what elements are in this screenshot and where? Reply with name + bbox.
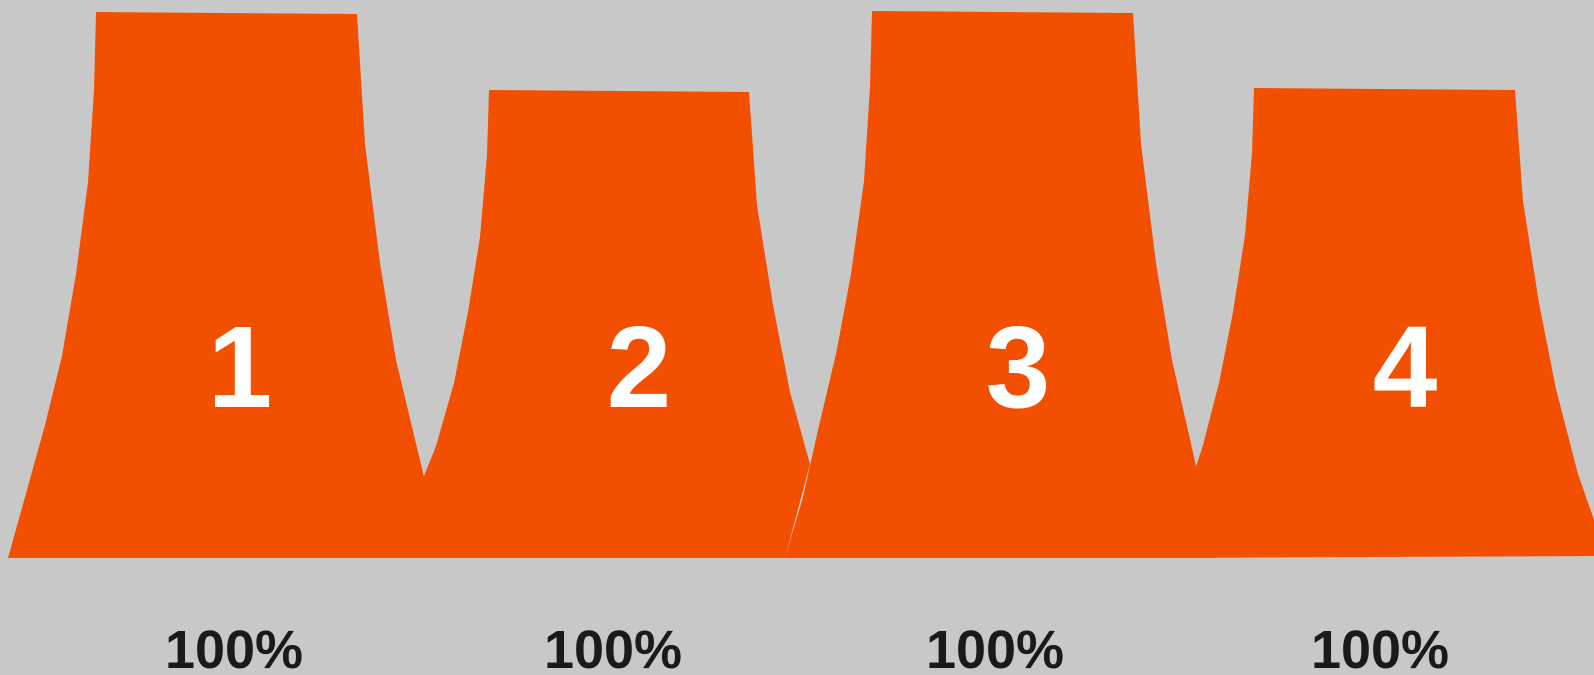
tower-3-percent: 100% [925, 620, 1065, 675]
cooling-tower-icon [1170, 88, 1594, 558]
tower-4-number: 4 [1372, 302, 1438, 432]
tower-4-percent: 100% [1310, 620, 1450, 675]
tower-2-number: 2 [606, 302, 672, 432]
cooling-tower-icon [400, 90, 810, 558]
tower-1-number: 1 [207, 302, 273, 432]
tower-3-number: 3 [985, 302, 1051, 432]
cooling-tower-icon [8, 12, 440, 558]
tower-2-percent: 100% [543, 620, 683, 675]
tower-1-percent: 100% [164, 620, 304, 675]
cooling-tower-icon [785, 11, 1215, 558]
